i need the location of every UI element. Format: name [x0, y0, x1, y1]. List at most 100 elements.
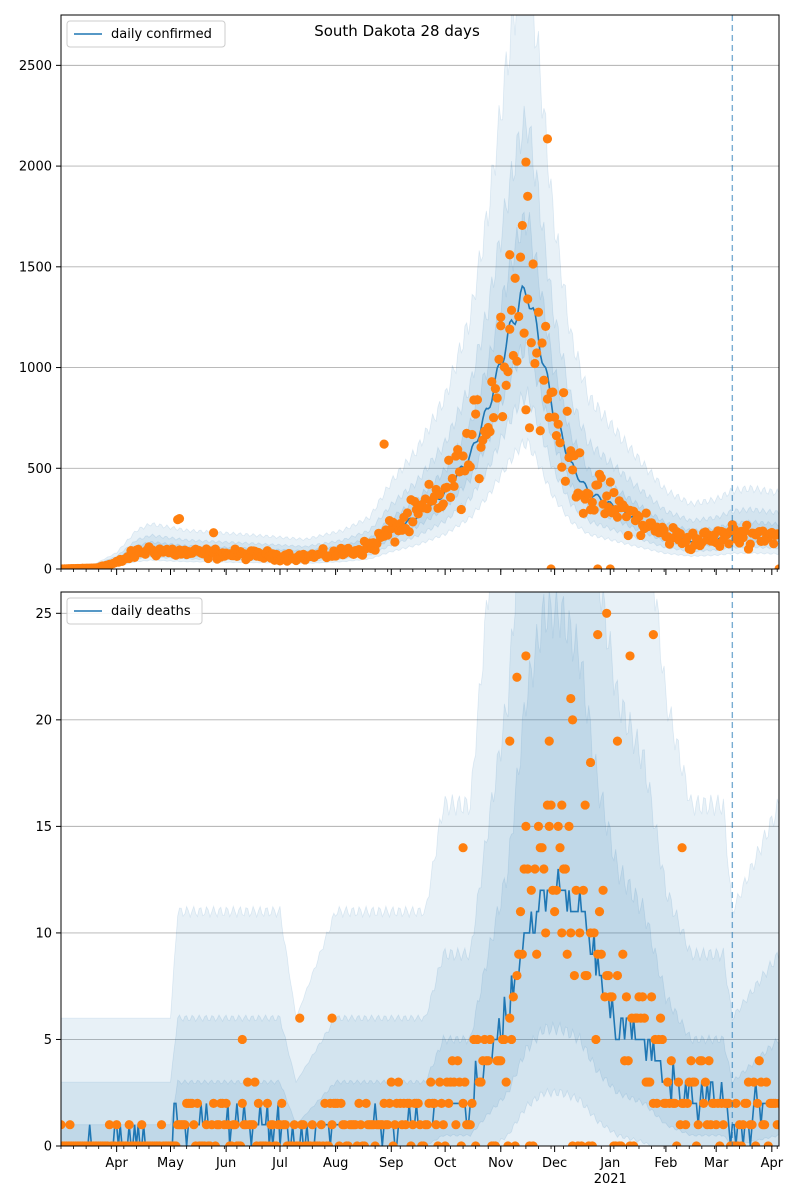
deaths-observed-point	[576, 1141, 587, 1146]
deaths-observed-point	[603, 970, 614, 981]
confirmed-observed-point	[390, 537, 400, 547]
confirmed-observed-point	[453, 444, 463, 455]
deaths-legend-label: daily deaths	[111, 604, 191, 619]
confirmed-observed-point	[530, 358, 540, 369]
deaths-observed-point	[361, 1098, 371, 1108]
deaths-observed-point	[594, 907, 605, 917]
deaths-observed-point	[501, 1077, 511, 1087]
deaths-observed-point	[124, 1120, 134, 1130]
confirmed-observed-point	[605, 564, 615, 569]
deaths-observed-point	[271, 1141, 281, 1146]
deaths-observed-point	[383, 1120, 393, 1130]
deaths-plot-area	[61, 592, 779, 1146]
confirmed-observed-point	[458, 451, 468, 461]
deaths-observed-point	[431, 1120, 441, 1130]
deaths-observed-point	[612, 970, 623, 981]
confirmed-observed-point	[506, 305, 517, 315]
deaths-observed-point	[370, 1141, 380, 1146]
deaths-observed-point	[557, 800, 567, 810]
deaths-x-tick-label-10: Feb	[654, 1156, 677, 1171]
confirmed-observed-point	[424, 479, 434, 489]
deaths-observed-point	[602, 608, 612, 618]
deaths-observed-point	[61, 1120, 66, 1130]
deaths-observed-point	[521, 651, 531, 661]
deaths-observed-point	[623, 1056, 633, 1066]
deaths-observed-point	[230, 1120, 240, 1130]
confirmed-observed-point	[575, 448, 585, 458]
deaths-observed-point	[566, 693, 576, 704]
confirmed-observed-point	[379, 439, 389, 449]
confirmed-observed-point	[524, 423, 535, 433]
deaths-observed-point	[327, 1120, 337, 1130]
deaths-x-tick-label-9: Jan	[599, 1156, 620, 1171]
deaths-x-tick-label-5: Sep	[379, 1156, 404, 1171]
deaths-observed-point	[189, 1120, 199, 1130]
deaths-observed-point	[541, 928, 551, 938]
deaths-observed-point	[686, 1056, 696, 1066]
deaths-observed-point	[550, 907, 560, 917]
deaths-observed-point	[235, 1141, 246, 1146]
deaths-observed-point	[571, 885, 581, 895]
confirmed-observed-point	[528, 259, 538, 269]
deaths-observed-point	[530, 864, 540, 874]
deaths-observed-point	[655, 1013, 666, 1023]
deaths-observed-point	[505, 736, 515, 746]
deaths-observed-point	[731, 1098, 741, 1108]
deaths-observed-point	[413, 1098, 423, 1108]
confirmed-observed-point	[537, 338, 547, 348]
deaths-observed-point	[682, 1098, 693, 1108]
deaths-observed-point	[460, 1077, 470, 1087]
deaths-observed-point	[657, 1034, 667, 1045]
confirmed-axes: 0 500 1000 1500 2000 2500	[19, 59, 778, 578]
deaths-observed-point	[652, 1098, 662, 1108]
deaths-x-tick-label-12: Apr	[761, 1156, 784, 1171]
deaths-observed-point	[429, 1098, 439, 1108]
deaths-observed-point	[760, 1120, 770, 1130]
deaths-observed-point	[343, 1141, 353, 1146]
confirmed-observed-point	[505, 324, 515, 334]
deaths-observed-point	[112, 1120, 122, 1130]
deaths-observed-point	[359, 1141, 369, 1146]
deaths-observed-point	[456, 1141, 466, 1146]
deaths-observed-point	[715, 1141, 725, 1146]
confirmed-observed-point	[404, 527, 414, 537]
deaths-observed-point	[551, 885, 562, 895]
deaths-observed-point	[453, 1056, 463, 1066]
deaths-observed-point	[508, 992, 518, 1002]
confirmed-observed-point	[578, 508, 588, 519]
confirmed-observed-point	[609, 487, 619, 498]
deaths-observed-point	[591, 1034, 601, 1045]
deaths-observed-point	[673, 1077, 684, 1087]
deaths-y-tick-label-3: 15	[35, 820, 52, 835]
confirmed-observed-point	[557, 462, 567, 472]
deaths-legend: daily deaths	[66, 597, 203, 625]
deaths-x-tick-label-3: Jul	[271, 1156, 288, 1171]
deaths-observed-point	[521, 821, 531, 831]
deaths-observed-point	[386, 1077, 396, 1087]
deaths-observed-point	[401, 1120, 411, 1130]
confirmed-y-tick-label-0: 0	[44, 563, 52, 578]
confirmed-observed-point	[465, 462, 475, 472]
deaths-observed-point	[752, 1098, 763, 1108]
deaths-observed-point	[192, 1098, 203, 1108]
deaths-x-tick-label-4: Aug	[323, 1156, 348, 1171]
deaths-y-tick-label-0: 0	[44, 1140, 52, 1155]
confirmed-panel: 0 500 1000 1500 2000 2500 South Dakota 28 day…	[19, 14, 780, 578]
confirmed-observed-point	[636, 530, 646, 541]
deaths-observed-point	[742, 1098, 752, 1108]
confirmed-observed-point	[474, 474, 484, 484]
confirmed-observed-point	[567, 465, 578, 475]
confirmed-observed-point	[589, 505, 599, 515]
deaths-observed-point	[485, 1034, 495, 1045]
deaths-observed-point	[537, 843, 547, 853]
confirmed-observed-point	[496, 321, 506, 331]
confirmed-observed-point	[501, 380, 511, 390]
confirmed-observed-point	[472, 395, 483, 405]
confirmed-observed-point	[471, 409, 481, 419]
deaths-observed-point	[210, 1141, 220, 1146]
deaths-observed-point	[578, 885, 588, 895]
confirmed-observed-point	[521, 405, 531, 415]
deaths-observed-point	[751, 1141, 761, 1146]
deaths-observed-point	[587, 1141, 597, 1146]
